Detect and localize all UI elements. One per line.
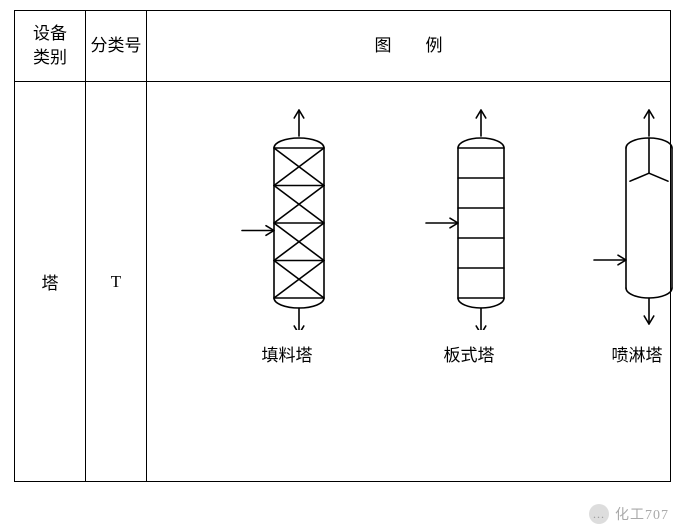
tower-diagram-packed [197,100,377,330]
cell-category-text: 塔 [42,269,59,294]
header-class-code: 分类号 [86,11,147,81]
legend-body: 填料塔 板式塔 喷淋塔 [147,82,670,481]
header-equipment-category-text: 设备 类别 [33,22,67,70]
tower-label-tray: 板式塔 [379,341,559,366]
tower-diagram-spray [552,100,683,330]
tower-diagram-tray [379,100,559,330]
tower-label-spray: 喷淋塔 [552,341,683,366]
wechat-icon: … [589,504,609,524]
cell-code-text: T [111,272,121,292]
header-equipment-category: 设备 类别 [15,11,86,81]
header-legend: 图 例 [147,11,670,81]
watermark-text: 化工707 [615,504,669,524]
tower-tray: 板式塔 [379,100,559,366]
cell-code: T [86,82,147,481]
watermark: … 化工707 [589,504,669,524]
tower-packed: 填料塔 [197,100,377,366]
tower-spray: 喷淋塔 [552,100,683,366]
header-class-code-text: 分类号 [91,34,142,58]
cell-category: 塔 [15,82,86,481]
symbol-table: 设备 类别 分类号 图 例 塔 T 填料塔 板式塔 [14,10,671,482]
body-row: 塔 T 填料塔 板式塔 喷淋塔 [15,82,670,481]
header-legend-text: 图 例 [375,34,443,58]
header-row: 设备 类别 分类号 图 例 [15,11,670,82]
tower-label-packed: 填料塔 [197,341,377,366]
